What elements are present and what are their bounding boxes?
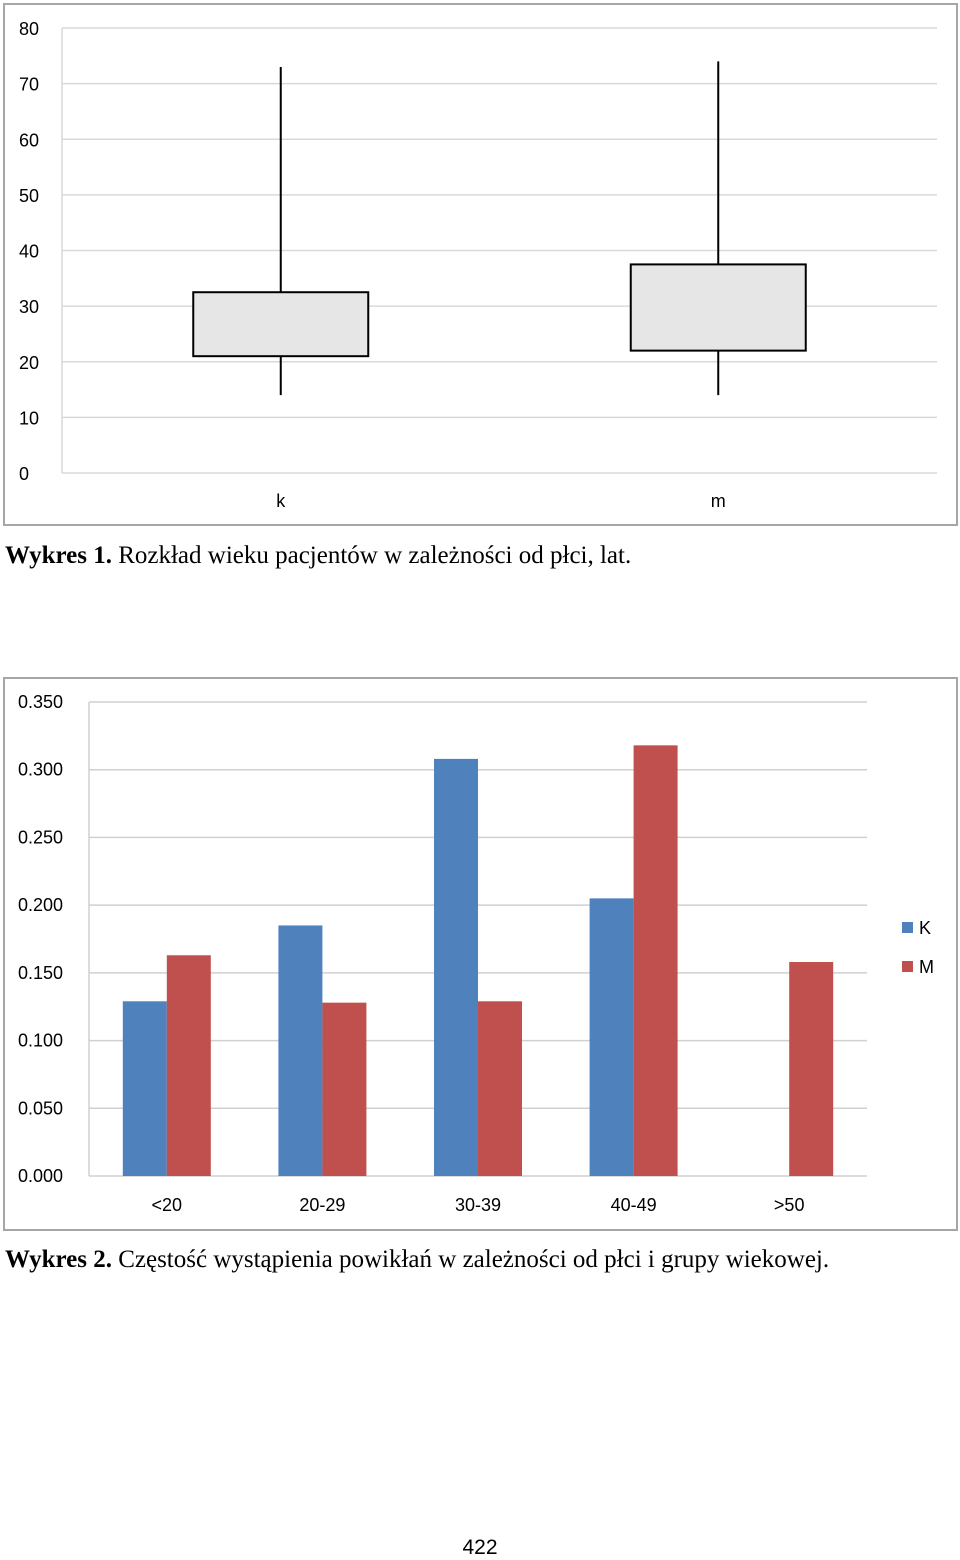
y-tick-label: 10	[19, 408, 39, 428]
boxplot-chart: 0 10 20 30 40 50 60 70 80 k m	[3, 3, 958, 526]
x-tick-label: <20	[152, 1195, 183, 1215]
boxplot-svg: 0 10 20 30 40 50 60 70 80 k m	[19, 19, 937, 511]
x-tick-label: 30-39	[455, 1195, 501, 1215]
y-tick-label: 0.100	[18, 1031, 63, 1051]
x-tick-label: >50	[774, 1195, 805, 1215]
x-tick-label: 20-29	[299, 1195, 345, 1215]
legend-label-M: M	[919, 957, 934, 977]
bar-chart-svg: 0.000 0.050 0.100 0.150 0.200 0.250 0.300 0.350…	[18, 692, 934, 1215]
y-tick-label: 50	[19, 186, 39, 206]
caption-2-text: Częstość wystąpienia powikłań w zależnoś…	[111, 1246, 830, 1273]
y-tick-label: 30	[19, 297, 39, 317]
bar-K-1	[122, 1001, 167, 1176]
y-tick-label: 0	[19, 464, 29, 484]
legend-swatch-M	[902, 961, 913, 972]
bar-M-1	[166, 955, 211, 1176]
bar-M-2	[322, 1002, 367, 1176]
page-number: 422	[462, 1536, 498, 1559]
y-tick-label: 0.250	[18, 827, 63, 847]
y-tick-label: 70	[19, 75, 39, 95]
bar-M-4	[633, 745, 678, 1176]
bar-chart: 0.000 0.050 0.100 0.150 0.200 0.250 0.300 0.350…	[3, 677, 958, 1231]
bar-M-5	[789, 962, 834, 1176]
caption-1-label: Wykres 1.	[5, 542, 112, 569]
y-tick-label: 60	[19, 130, 39, 150]
caption-chart-2: Wykres 2. Częstość wystąpienia powikłań …	[5, 1246, 829, 1274]
y-tick-label: 0.150	[18, 963, 63, 983]
caption-2-label: Wykres 2.	[5, 1246, 112, 1273]
x-tick-label: 40-49	[611, 1195, 657, 1215]
bar-M-3	[478, 1001, 522, 1176]
y-tick-label: 0.000	[18, 1166, 63, 1186]
caption-1-text: Rozkład wieku pacjentów w zależności od …	[111, 542, 632, 569]
y-tick-label: 0.350	[18, 692, 63, 712]
legend-swatch-K	[902, 922, 913, 933]
y-tick-label: 40	[19, 242, 39, 262]
y-tick-label: 80	[19, 19, 39, 39]
y-tick-label: 0.200	[18, 895, 63, 915]
x-tick-label: m	[711, 491, 726, 511]
y-tick-label: 0.050	[18, 1098, 63, 1118]
bar-K-3	[434, 758, 478, 1176]
box-m	[629, 263, 807, 352]
bar-K-4	[589, 898, 634, 1176]
x-tick-label: k	[276, 491, 286, 511]
caption-chart-1: Wykres 1. Rozkład wieku pacjentów w zale…	[5, 542, 631, 570]
legend-label-K: K	[919, 918, 931, 938]
box-k	[192, 291, 370, 358]
bar-K-2	[278, 925, 323, 1176]
y-tick-label: 0.300	[18, 760, 63, 780]
y-tick-label: 20	[19, 353, 39, 373]
